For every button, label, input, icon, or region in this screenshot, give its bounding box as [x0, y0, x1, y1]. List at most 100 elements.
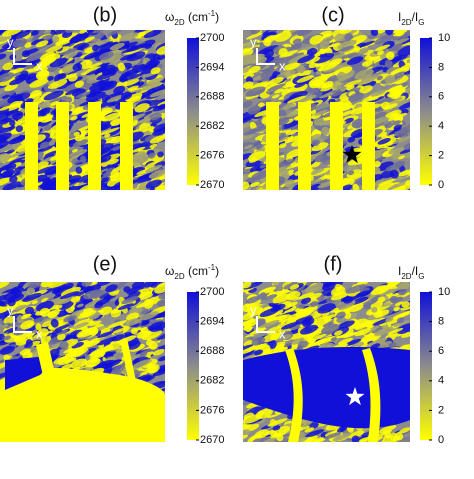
map-texture — [401, 301, 410, 308]
map-texture — [276, 158, 296, 168]
map-texture — [338, 337, 353, 345]
map-texture — [123, 286, 131, 293]
map-texture — [31, 300, 38, 305]
map-texture — [379, 288, 397, 296]
map-texture — [96, 72, 114, 81]
map-texture — [243, 339, 251, 347]
map-texture — [56, 81, 74, 90]
colorbar-label-part: I — [398, 10, 401, 24]
map-texture — [75, 91, 91, 99]
map-texture — [110, 118, 123, 127]
map-texture — [156, 45, 165, 55]
map-texture — [140, 320, 150, 326]
map-texture — [243, 144, 254, 150]
map-texture — [119, 54, 133, 61]
map-texture — [125, 318, 140, 327]
map-texture — [398, 311, 410, 317]
map-texture — [332, 432, 352, 442]
map-texture — [2, 62, 14, 71]
map-texture — [80, 66, 102, 76]
map-texture — [396, 323, 410, 334]
map-texture — [0, 282, 10, 290]
map-texture — [259, 164, 267, 169]
map-texture — [370, 89, 386, 97]
colorbar-label-part: 2D — [401, 272, 411, 281]
map-texture — [285, 291, 301, 301]
map-texture — [346, 169, 363, 178]
map-texture — [40, 282, 55, 288]
tick-label: 2682 — [200, 375, 224, 387]
map-texture — [137, 292, 154, 301]
colorbar-label-part: G — [418, 18, 424, 27]
map-texture — [103, 344, 114, 352]
map-texture — [21, 313, 32, 320]
map-texture — [157, 366, 165, 373]
map-texture — [45, 44, 63, 53]
tick-label: 10 — [438, 32, 450, 44]
map-texture — [76, 44, 90, 51]
map-texture — [70, 115, 78, 121]
map-texture — [243, 434, 248, 440]
map-texture — [340, 184, 353, 190]
map-texture — [251, 170, 270, 181]
map-texture — [376, 147, 388, 153]
map-texture — [330, 337, 337, 342]
map-texture — [148, 169, 165, 179]
map-texture — [324, 430, 338, 437]
map-texture — [331, 286, 346, 296]
map-texture — [85, 91, 106, 102]
tick-label: 10 — [438, 286, 450, 298]
map-texture — [347, 56, 364, 65]
map-texture — [243, 54, 254, 66]
map-texture — [142, 282, 158, 288]
map-texture — [29, 90, 42, 99]
map-texture — [245, 296, 260, 304]
panel: (e) y x 2670 2676 2682 2688 2694 2700 ω2D (cm-1) — [0, 253, 224, 446]
tick-label: 0 — [438, 434, 444, 446]
map-texture — [20, 320, 35, 330]
map-texture — [288, 54, 310, 64]
map-texture — [282, 30, 294, 33]
map-texture — [44, 150, 59, 157]
map-texture — [146, 88, 156, 94]
map-texture — [328, 55, 338, 61]
map-texture — [141, 329, 163, 341]
map — [243, 282, 410, 442]
map-texture — [34, 161, 49, 169]
map-texture — [249, 185, 263, 190]
tick-label: 6 — [438, 345, 444, 357]
map-texture — [104, 359, 121, 368]
map-texture — [0, 177, 10, 187]
map-texture — [121, 296, 139, 305]
map-texture — [121, 45, 141, 54]
map-texture — [0, 126, 16, 135]
map-texture — [51, 329, 63, 335]
map-texture — [33, 138, 53, 147]
map-texture — [398, 169, 410, 177]
map-texture — [55, 36, 74, 46]
map-texture — [378, 178, 396, 186]
axis-indicator — [13, 316, 32, 333]
map-texture — [250, 181, 260, 187]
map-texture — [384, 74, 396, 84]
map-texture — [247, 105, 261, 115]
map-texture — [24, 306, 34, 315]
map-texture — [362, 319, 380, 328]
map-texture — [0, 77, 16, 86]
map-texture — [339, 83, 347, 92]
map-texture — [31, 30, 39, 36]
map-texture — [267, 83, 286, 92]
map-texture — [309, 183, 322, 190]
map-texture — [388, 149, 397, 155]
map-texture — [24, 42, 33, 48]
map-texture — [70, 296, 81, 303]
map-texture — [377, 138, 391, 145]
colorbar — [420, 38, 432, 185]
map-texture — [4, 170, 13, 178]
map-texture — [145, 179, 162, 189]
map-texture — [279, 120, 301, 130]
map-texture — [300, 436, 315, 442]
map-texture — [152, 126, 165, 136]
map-texture — [12, 110, 24, 121]
